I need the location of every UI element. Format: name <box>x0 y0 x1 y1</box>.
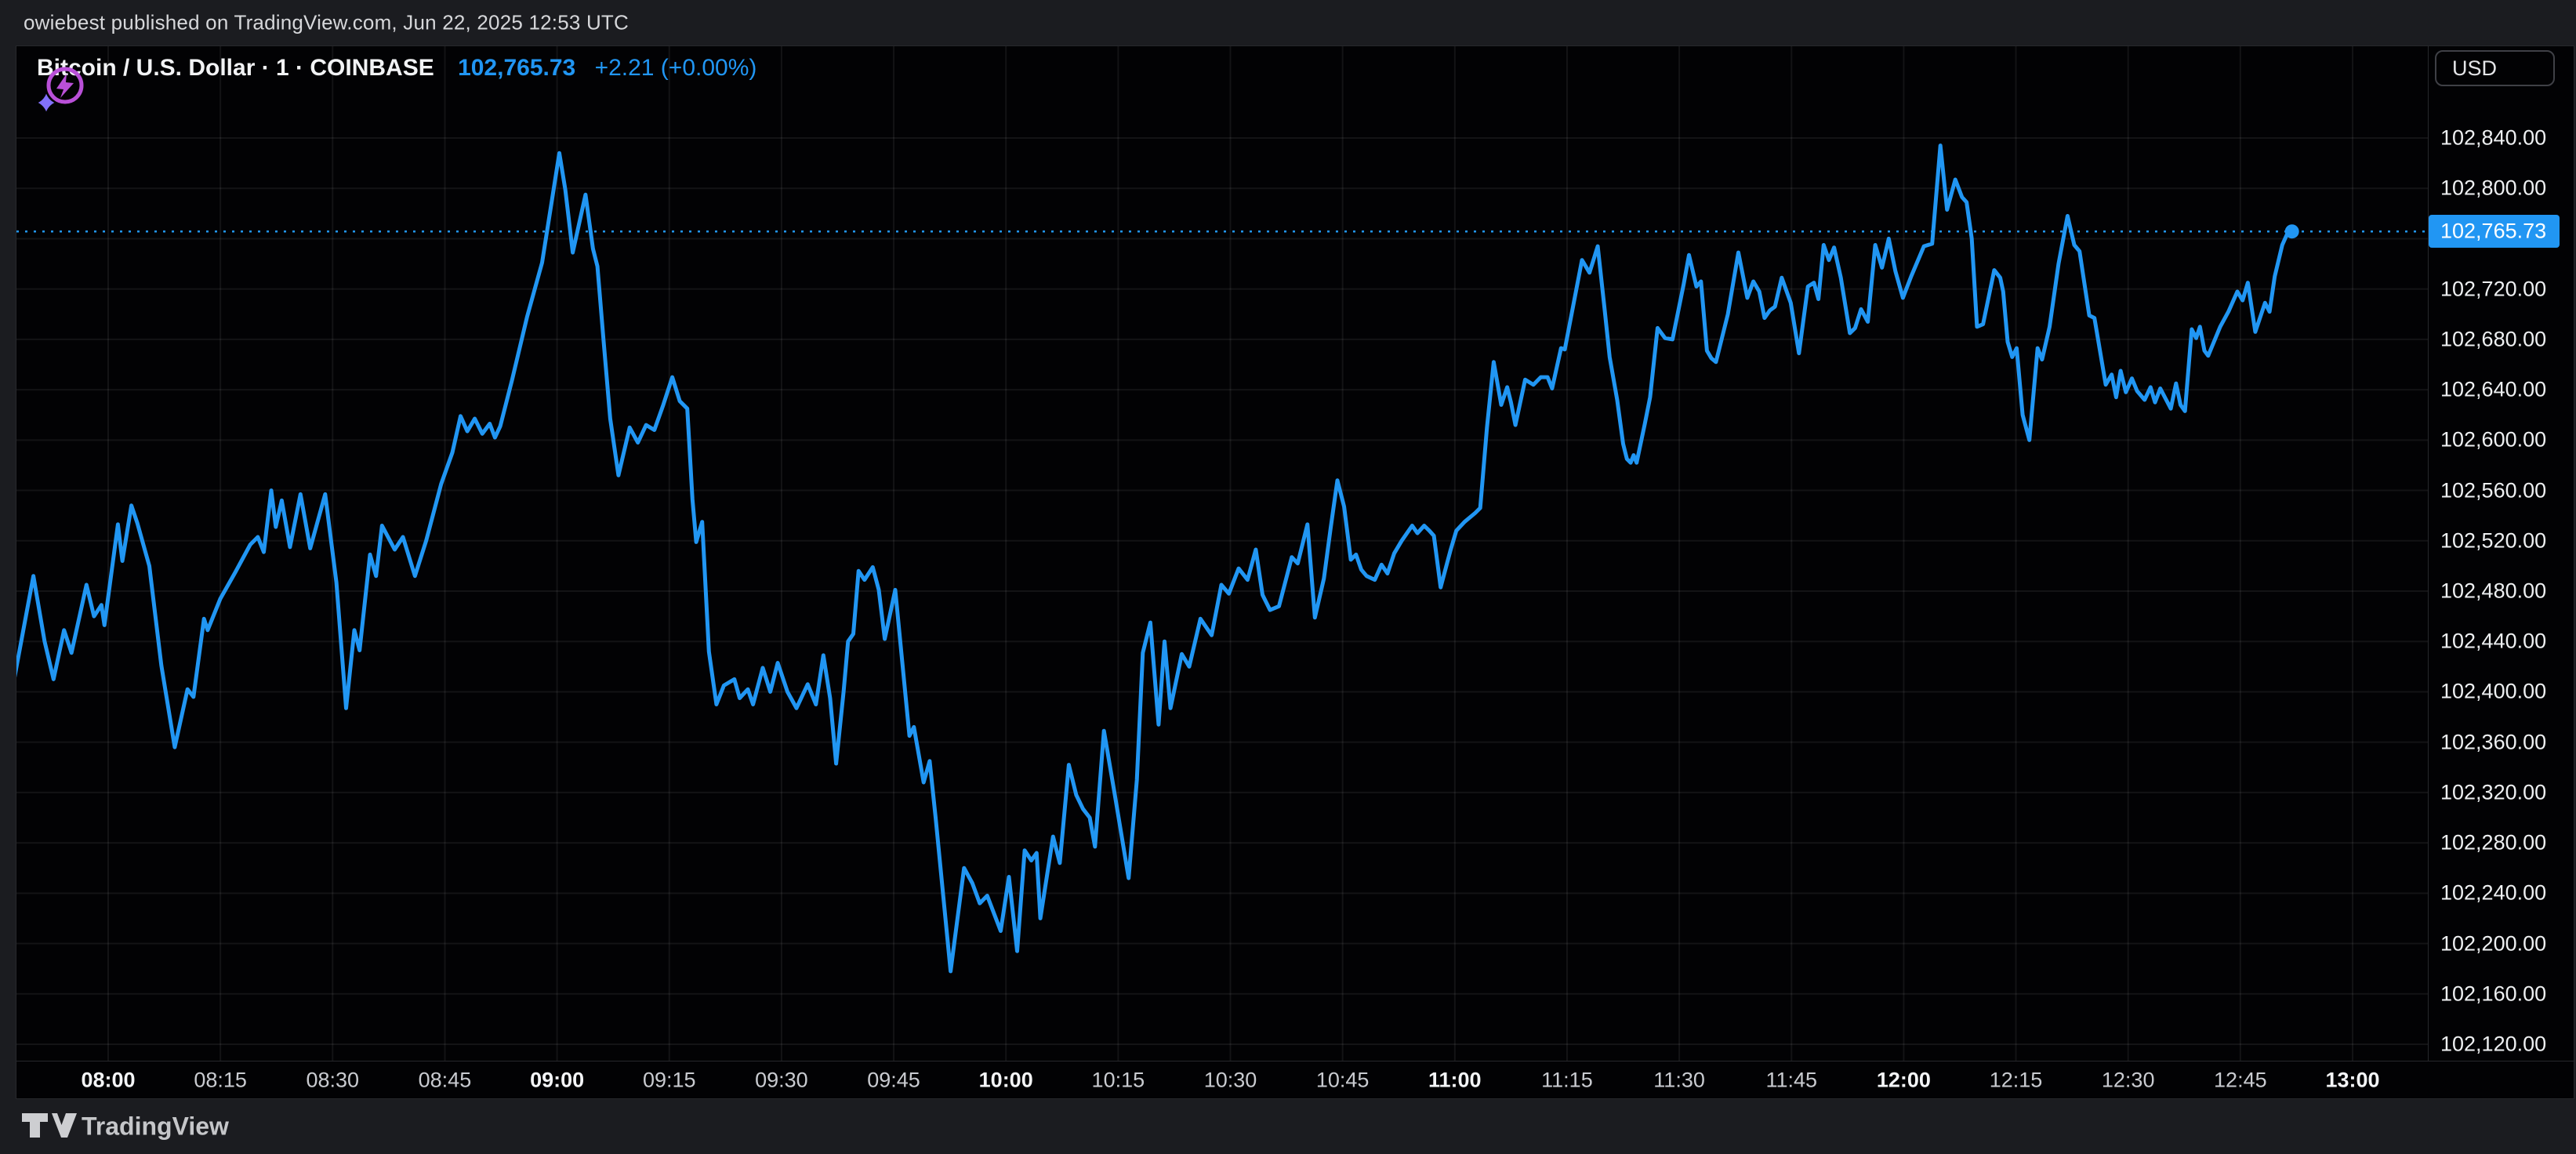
time-axis-label: 09:15 <box>642 1068 696 1092</box>
time-axis-label: 11:15 <box>1541 1068 1593 1092</box>
time-axis-label: 12:30 <box>2101 1068 2155 1092</box>
price-line-chart[interactable] <box>16 46 2428 1061</box>
time-axis-label: 10:45 <box>1315 1068 1370 1092</box>
time-axis-label: 10:30 <box>1203 1068 1257 1092</box>
current-price-badge: 102,765.73 <box>2429 215 2560 249</box>
time-axis-label: 12:45 <box>2214 1068 2267 1092</box>
last-price-dot <box>2284 224 2299 239</box>
time-axis-label: 13:00 <box>2325 1068 2380 1092</box>
published-header: owiebest published on TradingView.com, J… <box>0 0 2576 45</box>
symbol-title[interactable]: Bitcoin / U.S. Dollar · 1 · COINBASE <box>37 55 434 81</box>
time-axis-label: 11:00 <box>1428 1068 1482 1092</box>
price-axis-label: 102,800.00 <box>2440 176 2547 200</box>
chart-legend[interactable]: Bitcoin / U.S. Dollar · 1 · COINBASE 102… <box>37 55 756 82</box>
time-axis-label: 12:15 <box>1989 1068 2043 1092</box>
time-axis-label: 11:45 <box>1765 1068 1818 1092</box>
time-axis-label: 10:15 <box>1091 1068 1145 1092</box>
time-axis-label: 08:15 <box>194 1068 247 1092</box>
published-text: owiebest published on TradingView.com, J… <box>24 10 629 34</box>
price-axis-label: 102,440.00 <box>2440 629 2547 653</box>
price-axis-label: 102,240.00 <box>2440 880 2547 905</box>
price-axis-label: 102,360.00 <box>2440 730 2547 754</box>
price-axis[interactable]: USD 102,840.00 102,800.00 102,720.00 102,68… <box>2428 46 2575 1061</box>
chart-pane[interactable]: Bitcoin / U.S. Dollar · 1 · COINBASE 102… <box>16 46 2428 1061</box>
price-axis-label: 102,160.00 <box>2440 982 2547 1006</box>
chart-frame: Bitcoin / U.S. Dollar · 1 · COINBASE 102… <box>16 45 2575 1099</box>
price-axis-label: 102,520.00 <box>2440 528 2547 553</box>
price-axis-label: 102,840.00 <box>2440 125 2547 150</box>
time-axis-label: 11:30 <box>1653 1068 1705 1092</box>
price-axis-label: 102,200.00 <box>2440 931 2547 956</box>
time-axis-label: 08:45 <box>418 1068 472 1092</box>
price-axis-label: 102,480.00 <box>2440 579 2547 603</box>
time-axis[interactable]: 08:00 08:15 08:30 08:45 09:00 09:15 09:30 09:45… <box>16 1061 2575 1098</box>
price-change-value: +2.21 (+0.00%) <box>594 55 757 81</box>
time-axis-label: 10:00 <box>978 1068 1033 1092</box>
currency-label: USD <box>2452 56 2498 80</box>
tradingview-brand-text[interactable]: TradingView <box>82 1112 229 1141</box>
price-axis-label: 102,600.00 <box>2440 427 2547 452</box>
price-axis-label: 102,280.00 <box>2440 830 2547 855</box>
footer: TradingView <box>0 1099 2576 1154</box>
boost-circle <box>46 67 84 104</box>
price-axis-label: 102,680.00 <box>2440 327 2547 351</box>
price-series-line[interactable] <box>16 143 2295 974</box>
currency-usd-button[interactable]: USD <box>2435 50 2555 86</box>
lightning-bolt-icon <box>56 74 74 98</box>
current-price-text: 102,765.73 <box>2440 219 2547 243</box>
time-axis-label: 09:00 <box>530 1068 585 1092</box>
time-axis-label: 09:30 <box>755 1068 808 1092</box>
price-axis-label: 102,120.00 <box>2440 1032 2547 1056</box>
time-axis-label: 09:45 <box>867 1068 920 1092</box>
sparkle-star-icon <box>31 89 61 116</box>
price-axis-label: 102,560.00 <box>2440 478 2547 503</box>
boost-lightning-icon[interactable] <box>16 46 95 125</box>
price-axis-label: 102,720.00 <box>2440 277 2547 301</box>
price-axis-label: 102,640.00 <box>2440 377 2547 401</box>
price-axis-label: 102,400.00 <box>2440 679 2547 703</box>
last-price-value: 102,765.73 <box>458 55 576 81</box>
time-axis-label: 08:00 <box>81 1068 136 1092</box>
price-axis-label: 102,320.00 <box>2440 780 2547 804</box>
time-axis-label: 12:00 <box>1876 1068 1931 1092</box>
tradingview-logo-icon[interactable] <box>22 1113 77 1140</box>
time-axis-label: 08:30 <box>306 1068 360 1092</box>
